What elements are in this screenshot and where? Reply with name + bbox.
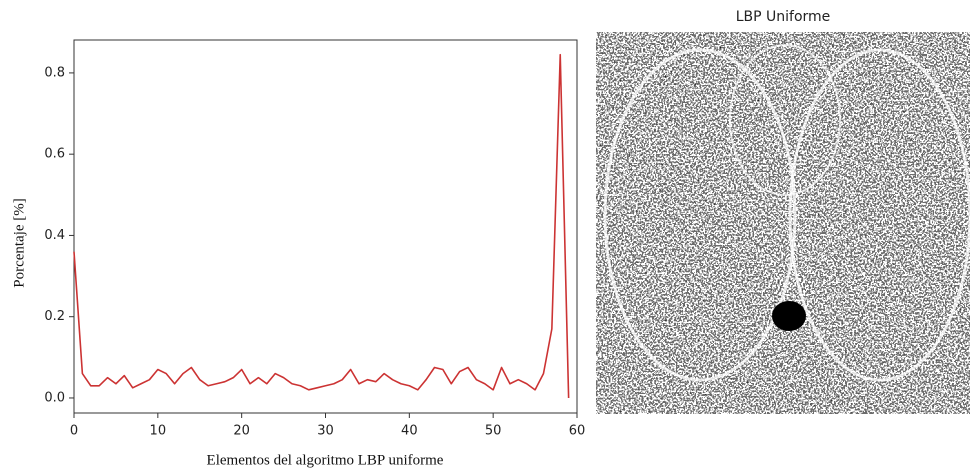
y-tick-label: 0.2 — [44, 309, 65, 324]
x-tick-label: 20 — [233, 424, 250, 439]
x-tick-label: 10 — [150, 424, 167, 439]
image-contour — [729, 44, 841, 196]
x-tick-label: 30 — [317, 424, 334, 439]
y-tick-label: 0.6 — [44, 147, 65, 162]
image-texture — [596, 32, 970, 414]
y-tick-label: 0.8 — [44, 65, 65, 80]
x-axis-label: Elementos del algoritmo LBP uniforme — [207, 452, 444, 468]
lbp-image — [596, 32, 970, 414]
x-tick-label: 50 — [485, 424, 502, 439]
y-axis-label: Porcentaje [%] — [11, 198, 27, 288]
data-line — [73, 53, 570, 398]
image-contour — [603, 48, 797, 382]
x-tick-label: 0 — [70, 424, 78, 439]
plot-frame — [73, 39, 578, 414]
x-tick-label: 40 — [401, 424, 418, 439]
image-dark-spot — [772, 301, 806, 331]
y-tick-label: 0.0 — [44, 390, 65, 405]
y-tick-label: 0.4 — [44, 228, 65, 243]
x-tick-label: 60 — [569, 424, 586, 439]
image-title: LBP Uniforme — [736, 9, 831, 25]
image-contour — [788, 48, 970, 382]
